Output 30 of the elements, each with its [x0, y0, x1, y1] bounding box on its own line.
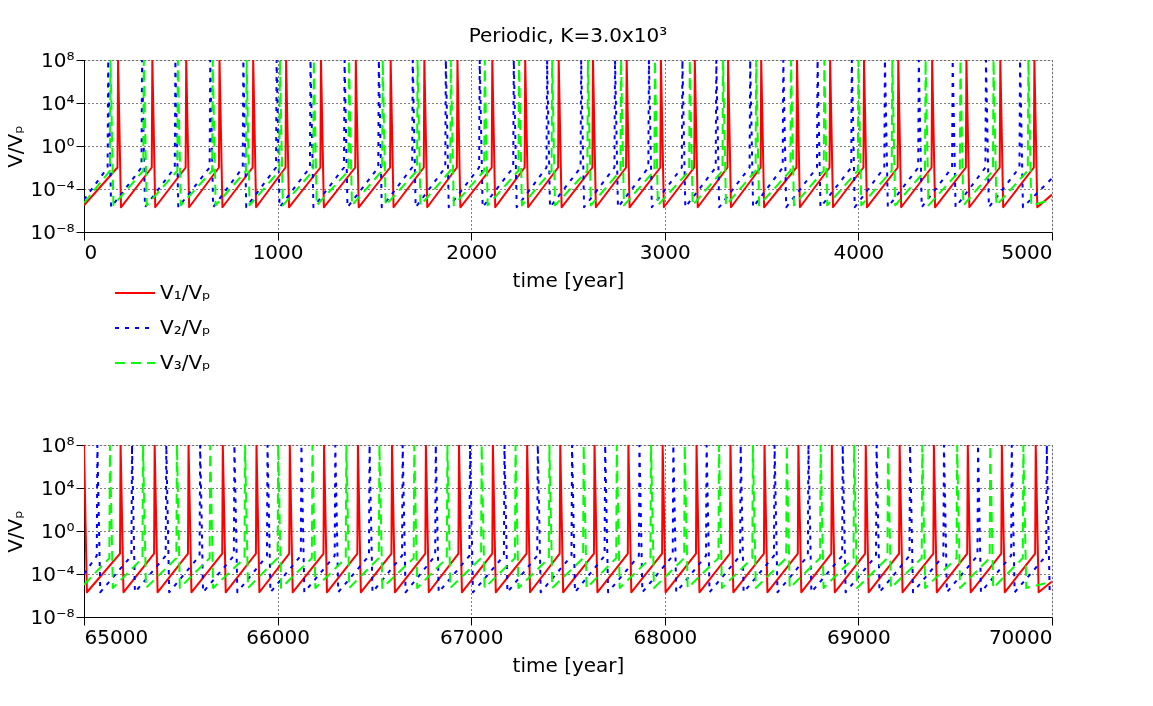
- y-tick-label: 10⁴: [41, 90, 75, 115]
- legend-label: V₃/Vₚ: [160, 350, 211, 374]
- x-tick-label: 70000: [988, 624, 1053, 649]
- x-axis-title: time [year]: [512, 652, 625, 677]
- y-axis-title: V/Vₚ: [3, 125, 28, 168]
- x-axis-title: time [year]: [512, 267, 625, 292]
- y-tick-label: 10⁸: [41, 432, 75, 457]
- x-tick-label: 67000: [439, 624, 504, 649]
- y-tick-label: 10⁸: [41, 47, 75, 72]
- y-tick-label: 10⁰: [41, 133, 75, 158]
- x-tick-label: 5000: [1001, 239, 1053, 264]
- y-tick-label: 10⁻⁸: [30, 219, 75, 244]
- y-tick-label: 10⁴: [41, 475, 75, 500]
- x-tick-label: 0: [84, 239, 98, 264]
- x-tick-label: 68000: [633, 624, 698, 649]
- x-tick-label: 4000: [833, 239, 885, 264]
- y-tick-label: 10⁻⁸: [30, 604, 75, 629]
- x-tick-label: 3000: [639, 239, 691, 264]
- x-tick-label: 1000: [252, 239, 304, 264]
- y-tick-label: 10⁻⁴: [30, 561, 75, 586]
- chart-title: Periodic, K=3.0x10³: [468, 23, 668, 47]
- y-tick-label: 10⁻⁴: [30, 176, 75, 201]
- x-tick-label: 65000: [84, 624, 149, 649]
- legend-label: V₁/Vₚ: [160, 280, 211, 304]
- y-axis-title: V/Vₚ: [3, 510, 28, 553]
- y-tick-label: 10⁰: [41, 518, 75, 543]
- legend-label: V₂/Vₚ: [160, 315, 211, 339]
- x-tick-label: 66000: [246, 624, 310, 649]
- x-tick-label: 2000: [446, 239, 498, 264]
- x-tick-label: 69000: [827, 624, 891, 649]
